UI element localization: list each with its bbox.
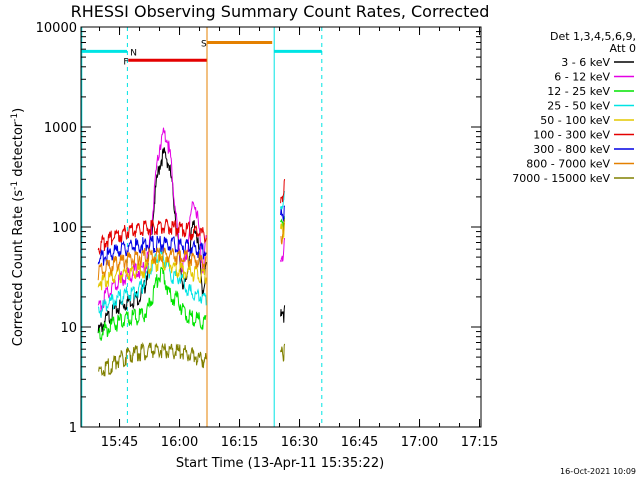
x-tick-label: 15:45 <box>101 435 138 450</box>
series-1-late <box>280 238 286 263</box>
series-6 <box>97 235 207 266</box>
y-tick-label: 100 <box>52 221 77 236</box>
legend-label: 12 - 25 keV <box>547 85 610 98</box>
axes: 15:45 16:00 16:15 16:30 16:45 17:00 17:15 1 10 10… <box>36 21 499 450</box>
legend-label: 25 - 50 keV <box>547 100 610 113</box>
y-axis-label: Corrected Count Rate (s-1 detector-1) <box>10 108 26 346</box>
flag-letter: S <box>201 39 207 49</box>
series-4-late <box>280 222 286 240</box>
x-tick-label: 16:00 <box>161 435 198 450</box>
series-5-late <box>280 179 286 204</box>
series-8-late <box>280 343 286 362</box>
y-tick-label: 1 <box>69 421 77 436</box>
plot-area: NF S <box>81 27 323 427</box>
series-5 <box>97 218 207 256</box>
x-tick-label: 16:30 <box>281 435 318 450</box>
x-axis-label: Start Time (13-Apr-11 15:35:22) <box>176 456 384 471</box>
flag-letter: N <box>130 48 137 58</box>
y-tick-label: 1000 <box>44 121 77 136</box>
x-tick-label: 17:00 <box>401 435 438 450</box>
series-6-late <box>280 205 286 222</box>
series-3-late <box>280 190 286 211</box>
legend-label: 300 - 800 keV <box>533 143 610 156</box>
timestamp: 16-Oct-2021 10:09 <box>560 467 636 476</box>
series-4 <box>97 253 207 291</box>
legend-label: 100 - 300 keV <box>533 129 610 142</box>
series-8 <box>98 341 207 377</box>
legend-label: 7000 - 15000 keV <box>512 172 610 185</box>
x-tick-label: 17:15 <box>461 435 498 450</box>
legend-header: Det 1,3,4,5,6,9, <box>550 30 636 43</box>
series-3 <box>97 248 207 319</box>
legend-label: 3 - 6 keV <box>561 56 610 69</box>
series-0-late <box>280 305 286 323</box>
series-2 <box>97 266 207 341</box>
series-7-late <box>280 219 286 245</box>
series-7 <box>97 246 207 281</box>
x-tick-label: 16:15 <box>221 435 258 450</box>
y-tick-label: 10000 <box>36 21 77 36</box>
y-tick-label: 10 <box>60 321 77 336</box>
legend-label: 50 - 100 keV <box>540 114 610 127</box>
flag-letter: F <box>123 57 128 67</box>
legend-label: 6 - 12 keV <box>554 71 610 84</box>
chart-title: RHESSI Observing Summary Count Rates, Co… <box>71 2 490 21</box>
legend: Det 1,3,4,5,6,9,Att 03 - 6 keV 6 - 12 keV… <box>512 30 636 185</box>
legend-header: Att 0 <box>610 42 636 55</box>
legend-label: 800 - 7000 keV <box>526 158 610 171</box>
x-tick-label: 16:45 <box>341 435 378 450</box>
